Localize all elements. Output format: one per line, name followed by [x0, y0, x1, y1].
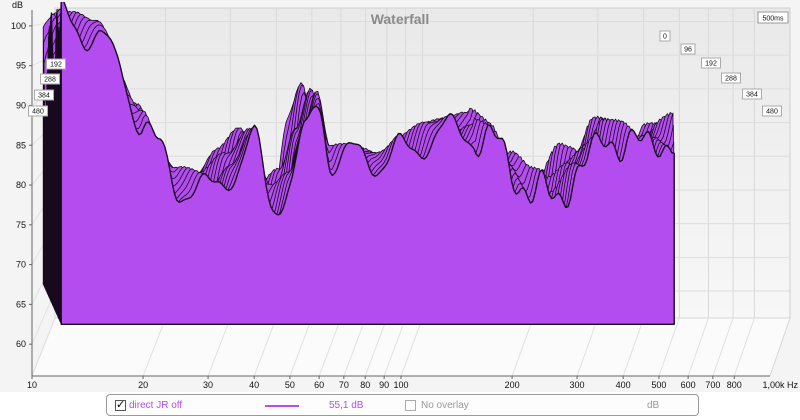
- chart-title: Waterfall: [371, 11, 430, 27]
- time-tick-label: 192: [705, 61, 717, 68]
- time-tick-box: [28, 105, 48, 117]
- legend-bar: direct JR off 55,1 dB No overlay dB: [106, 394, 699, 416]
- x-tick-label: 90: [379, 380, 389, 390]
- grid-line-depth: [400, 317, 423, 377]
- time-tick-box: [742, 88, 762, 100]
- grid-line-depth: [31, 317, 56, 377]
- grid-line-depth: [712, 317, 734, 377]
- time-tick-label: 96: [684, 47, 692, 54]
- grid-line-depth: [343, 317, 367, 377]
- time-tick-label: 384: [38, 93, 50, 100]
- x-tick-label: 30: [203, 380, 213, 390]
- y-tick-label: 90: [16, 100, 26, 110]
- y-tick-label: 95: [16, 61, 26, 71]
- x-tick-label: 300: [570, 380, 585, 390]
- time-tick-label: 288: [44, 77, 56, 84]
- grid-line-depth: [576, 317, 599, 377]
- series-label: direct JR off: [129, 400, 183, 411]
- y-tick-label: 75: [16, 220, 26, 230]
- series-swatch: [265, 405, 299, 407]
- time-tick-label: 480: [32, 109, 44, 116]
- series-checkbox[interactable]: [115, 398, 126, 411]
- x-tick-label: 60: [314, 380, 324, 390]
- x-end-label: 1,00k Hz: [762, 380, 798, 390]
- grid-line-depth: [207, 317, 231, 377]
- waterfall-surface: [42, 2, 675, 325]
- time-tick-label: 192: [50, 62, 62, 69]
- y-tick-label: 70: [16, 260, 26, 270]
- x-tick-label: 400: [616, 380, 631, 390]
- time-tick-box: [680, 43, 696, 55]
- grid-line-depth: [364, 317, 388, 377]
- time-tick-box: [701, 57, 721, 69]
- x-tick-label: 200: [505, 380, 520, 390]
- time-tick-label: 384: [746, 92, 758, 99]
- overlay-label: No overlay: [421, 400, 469, 411]
- y-tick-label: 80: [16, 180, 26, 190]
- grid-line-depth: [733, 317, 755, 377]
- x-tick-label: 800: [727, 380, 742, 390]
- grid-line-depth: [622, 317, 645, 377]
- waterfall-chart: 60 65 70 75 80 85 90 95 100 dB 10 20 30 40 50 60 70 80 90 1…: [0, 0, 800, 392]
- grid-line-depth: [289, 317, 313, 377]
- y-tick-label: 100: [11, 21, 26, 31]
- x-tick-label: 600: [681, 380, 696, 390]
- grid-line-depth: [142, 317, 167, 377]
- y-tick-label: 60: [16, 339, 26, 349]
- x-tick-label: 40: [249, 380, 259, 390]
- waterfall-slice: [60, 2, 675, 325]
- chart-axes: 60 65 70 75 80 85 90 95 100 dB 10 20 30 40 50 60 70 80 90 1…: [11, 0, 799, 390]
- x-tick-label: 700: [705, 380, 720, 390]
- grid-line-depth: [687, 317, 709, 377]
- y-tick-label: 65: [16, 299, 26, 309]
- time-label: 500ms: [762, 16, 784, 23]
- x-tick-label: 80: [360, 380, 370, 390]
- x-tick-label: 500: [651, 380, 666, 390]
- overlay-unit: dB: [647, 400, 660, 411]
- grid-line-depth: [511, 317, 534, 377]
- overlay-checkbox[interactable]: [405, 400, 416, 411]
- time-tick-label: 480: [766, 109, 778, 116]
- grid-line-depth: [253, 317, 277, 377]
- x-tick-label: 20: [138, 380, 148, 390]
- time-tick-box: [721, 72, 741, 84]
- x-tick-label: 100: [393, 380, 408, 390]
- time-tick-box: [34, 89, 54, 101]
- x-tick-label: 70: [339, 380, 349, 390]
- time-tick-label: 0: [663, 34, 667, 41]
- grid-line-depth: [383, 317, 407, 377]
- grid-line-depth: [318, 317, 342, 377]
- grid-line-depth: [658, 317, 680, 377]
- x-tick-label: 50: [285, 380, 295, 390]
- time-tick-label: 288: [725, 76, 737, 83]
- y-axis-label: dB: [12, 0, 23, 10]
- time-tick-box: [40, 73, 60, 85]
- x-tick-label: 10: [27, 380, 37, 390]
- series-value: 55,1 dB: [329, 400, 364, 411]
- y-tick-label: 85: [16, 140, 26, 150]
- time-label-box: [757, 11, 789, 24]
- time-tick-box: [659, 30, 671, 42]
- time-tick-box: [46, 58, 66, 70]
- time-tick-box: [762, 105, 782, 117]
